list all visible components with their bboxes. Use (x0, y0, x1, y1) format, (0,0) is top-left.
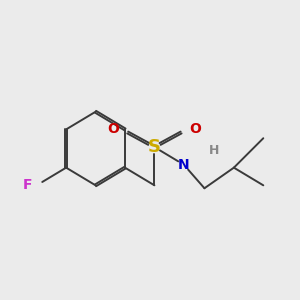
Text: N: N (178, 158, 190, 172)
Text: O: O (107, 122, 119, 136)
Text: H: H (209, 143, 219, 157)
Text: F: F (23, 178, 32, 192)
Text: S: S (148, 138, 161, 156)
Text: O: O (190, 122, 202, 136)
